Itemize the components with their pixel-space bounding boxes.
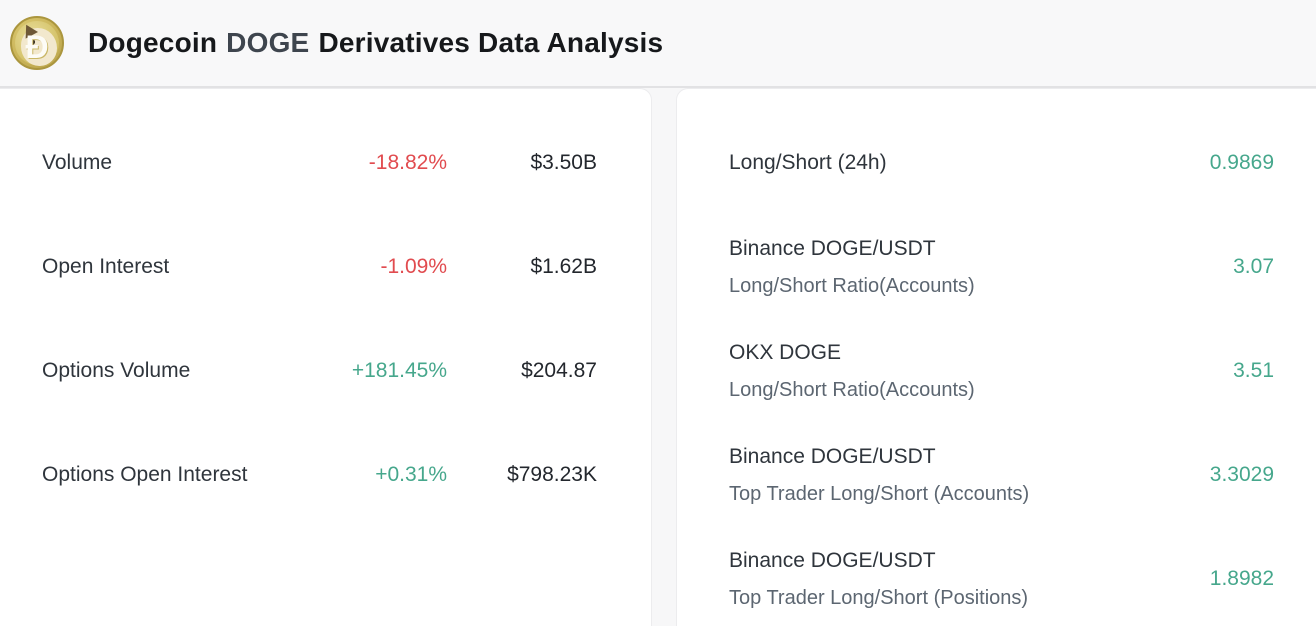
page-title-coin-name: Dogecoin — [88, 27, 218, 58]
stat-value: $1.62B — [530, 255, 597, 278]
ls-row-binance-top-trader-accounts: Binance DOGE/USDT Top Trader Long/Short … — [729, 423, 1274, 527]
ls-value: 1.8982 — [1209, 567, 1274, 590]
ls-subtitle: Long/Short Ratio(Accounts) — [729, 379, 975, 401]
ls-title: Binance DOGE/USDT — [729, 549, 936, 572]
ls-text: Binance DOGE/USDT Top Trader Long/Short … — [729, 443, 1134, 507]
ls-row-24h: Long/Short (24h) 0.9869 — [729, 111, 1274, 215]
ls-subtitle: Top Trader Long/Short (Accounts) — [729, 483, 1030, 505]
doge-d-letter: Ð — [25, 28, 49, 65]
ls-subtitle: Top Trader Long/Short (Positions) — [729, 587, 1029, 609]
ls-value: 0.9869 — [1209, 151, 1274, 174]
stat-row-options-volume: Options Volume +181.45% $204.87 — [42, 319, 597, 423]
dog-face — [21, 28, 57, 66]
ls-row-okx-accounts-ratio: OKX DOGE Long/Short Ratio(Accounts) 3.51 — [729, 319, 1274, 423]
stat-row-volume: Volume -18.82% $3.50B — [42, 111, 597, 215]
stat-value: $3.50B — [530, 151, 597, 174]
content-area: Volume -18.82% $3.50B Open Interest -1.0… — [0, 88, 1316, 626]
ls-subtitle: Long/Short Ratio(Accounts) — [729, 275, 975, 297]
stat-label: Options Open Interest — [42, 463, 248, 486]
ls-title: Binance DOGE/USDT — [729, 445, 936, 468]
ls-text: Binance DOGE/USDT Long/Short Ratio(Accou… — [729, 235, 1134, 299]
ls-title: OKX DOGE — [729, 341, 842, 364]
ls-row-binance-top-trader-positions: Binance DOGE/USDT Top Trader Long/Short … — [729, 527, 1274, 626]
ls-value: 3.51 — [1233, 359, 1274, 382]
ls-text: OKX DOGE Long/Short Ratio(Accounts) — [729, 339, 1134, 403]
stat-label: Open Interest — [42, 255, 170, 278]
ls-value: 3.07 — [1233, 255, 1274, 278]
stat-change: -1.09% — [380, 255, 447, 278]
long-short-ratio-card: Long/Short (24h) 0.9869 Binance DOGE/USD… — [676, 88, 1316, 626]
derivatives-stats-card: Volume -18.82% $3.50B Open Interest -1.0… — [0, 88, 652, 626]
stat-label: Volume — [42, 151, 113, 174]
page-header: Ð Dogecoin DOGE Derivatives Data Analysi… — [0, 0, 1316, 88]
stat-change: +181.45% — [351, 359, 447, 382]
page-title-ticker: DOGE — [226, 27, 310, 58]
stat-change: +0.31% — [375, 463, 447, 486]
dogecoin-logo-icon: Ð — [10, 16, 64, 70]
ls-title: Binance DOGE/USDT — [729, 237, 936, 260]
ls-text: Binance DOGE/USDT Top Trader Long/Short … — [729, 547, 1134, 611]
dog-eye — [29, 39, 35, 45]
page-title: Dogecoin DOGE Derivatives Data Analysis — [88, 27, 663, 59]
stat-value: $204.87 — [521, 359, 597, 382]
stat-row-open-interest: Open Interest -1.09% $1.62B — [42, 215, 597, 319]
stat-value: $798.23K — [507, 463, 597, 486]
ls-value: 3.3029 — [1209, 463, 1274, 486]
stat-label: Options Volume — [42, 359, 191, 382]
page-title-suffix: Derivatives Data Analysis — [318, 27, 664, 58]
ls-title: Long/Short (24h) — [729, 151, 887, 174]
ls-text: Long/Short (24h) — [729, 149, 1134, 177]
stat-change: -18.82% — [368, 151, 447, 174]
stat-row-options-open-interest: Options Open Interest +0.31% $798.23K — [42, 423, 597, 527]
ls-row-binance-accounts-ratio: Binance DOGE/USDT Long/Short Ratio(Accou… — [729, 215, 1274, 319]
